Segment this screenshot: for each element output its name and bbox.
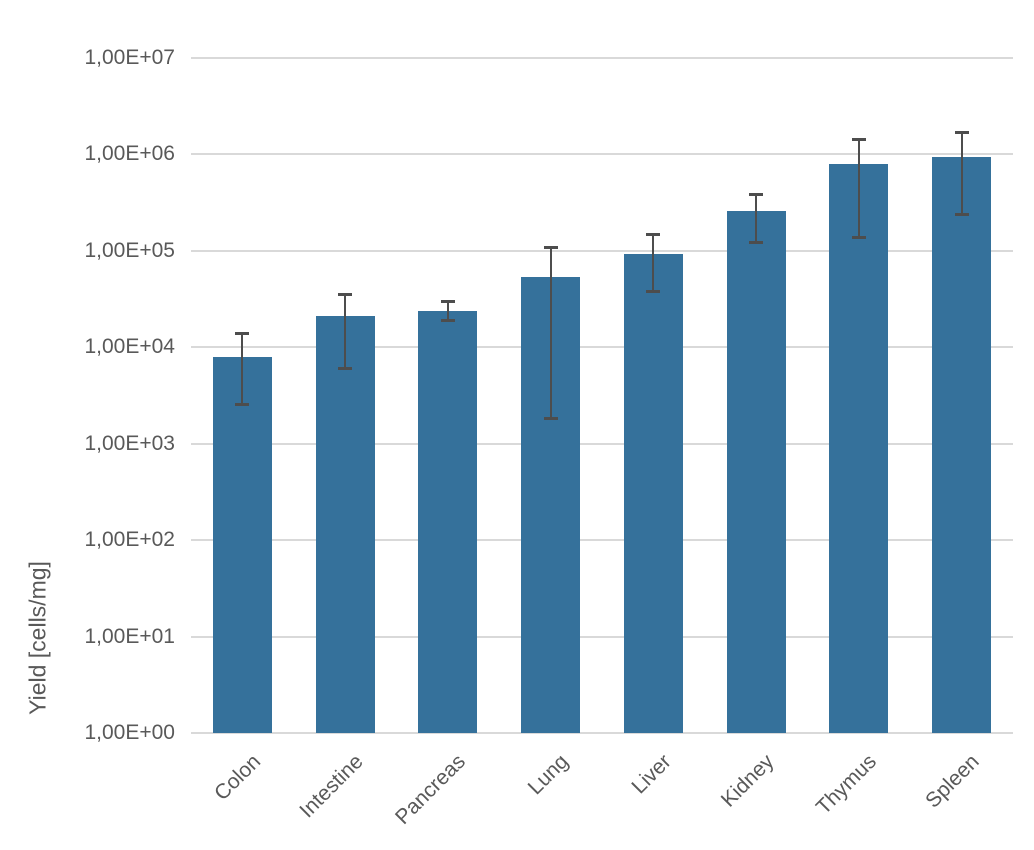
error-bar-top-cap [646,232,661,236]
bar-pancreas [418,310,478,733]
gridline [191,539,1013,542]
bar-liver [623,254,683,733]
plot-area [191,57,1013,734]
error-bar-bottom-cap [851,235,866,239]
error-bar-bottom-cap [954,213,969,217]
bar-thymus [829,164,889,733]
error-bar-line-pancreas [446,301,449,321]
error-bar-bottom-cap [543,416,558,420]
error-bar-top-cap [440,300,455,304]
error-bar-bottom-cap [749,240,764,244]
x-axis-label-intestine: Intestine [294,750,368,823]
error-bar-line-kidney [755,193,758,242]
x-axis-label-lung: Lung [523,750,573,800]
error-bar-top-cap [851,137,866,141]
error-bar-top-cap [954,131,969,135]
bar-kidney [726,210,786,733]
gridline [191,635,1013,638]
error-bar-bottom-cap [440,319,455,323]
x-axis-label-colon: Colon [209,750,265,806]
y-tick-label: 1,00E+03 [84,431,175,455]
error-bar-line-liver [652,233,655,292]
error-bar-line-lung [549,246,552,418]
y-tick-label: 1,00E+07 [84,46,175,69]
error-bar-top-cap [543,245,558,249]
error-bar-line-thymus [857,138,860,237]
error-bar-line-intestine [344,293,347,368]
y-tick-label: 1,00E+01 [84,624,175,648]
y-tick-label: 1,00E+02 [84,528,175,552]
bar-intestine [315,316,375,733]
gridline [191,442,1013,445]
x-axis-label-thymus: Thymus [812,750,882,820]
bars-layer [191,58,1013,733]
x-axis-label-liver: Liver [627,750,676,799]
y-tick-label: 1,00E+04 [84,335,175,359]
error-bar-line-spleen [960,132,963,215]
gridline [191,732,1013,734]
error-bar-top-cap [749,192,764,196]
bar-spleen [932,156,992,733]
gridline [191,57,1013,59]
y-tick-label: 1,00E+00 [84,721,175,744]
gridline [191,346,1013,349]
x-axis-label-pancreas: Pancreas [391,750,471,829]
error-bar-top-cap [338,292,353,296]
y-tick-label: 1,00E+06 [84,142,175,166]
error-bars-layer [191,58,1013,733]
gridline [191,153,1013,156]
x-axis-label-spleen: Spleen [921,750,984,813]
error-bar-bottom-cap [338,366,353,370]
error-bar-bottom-cap [235,402,250,406]
error-bar-line-colon [241,333,244,404]
gridline [191,249,1013,252]
error-bar-top-cap [235,332,250,336]
error-bar-bottom-cap [646,290,661,294]
gridlines-layer [191,57,1013,734]
y-tick-label: 1,00E+05 [84,238,175,262]
x-axis-label-kidney: Kidney [716,750,779,812]
bar-colon [212,356,272,733]
